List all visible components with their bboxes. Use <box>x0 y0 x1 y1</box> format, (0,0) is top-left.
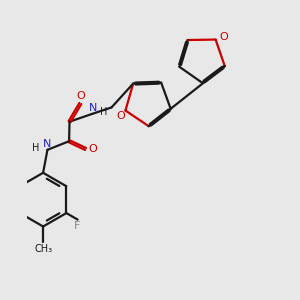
Text: O: O <box>76 91 85 101</box>
Text: O: O <box>219 32 228 42</box>
Text: CH₃: CH₃ <box>34 244 52 254</box>
Text: O: O <box>116 111 124 121</box>
Text: F: F <box>74 221 80 232</box>
Text: O: O <box>88 144 97 154</box>
Text: N: N <box>42 139 51 149</box>
Text: H: H <box>32 143 40 153</box>
Text: N: N <box>89 103 98 113</box>
Text: H: H <box>100 107 108 117</box>
